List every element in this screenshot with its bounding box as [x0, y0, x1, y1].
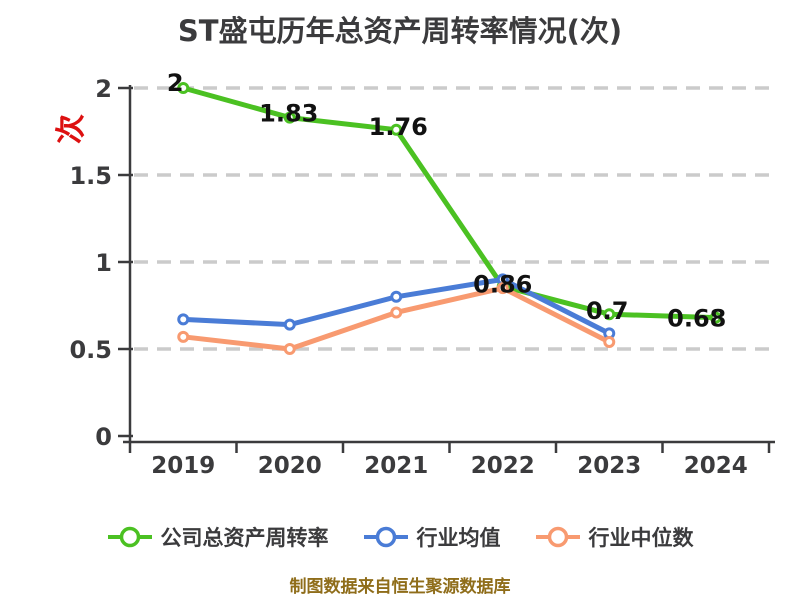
- data-point-marker-0: [709, 311, 722, 324]
- legend-label: 行业中位数: [588, 526, 694, 550]
- legend-marker-icon: [535, 526, 580, 548]
- data-point-label: 0.68: [667, 305, 726, 333]
- x-axis-tick-label: 2020: [258, 453, 322, 479]
- legend-label: 公司总资产周转率: [160, 526, 329, 550]
- legend: 公司总资产周转率 行业均值 行业中位数: [0, 520, 800, 554]
- legend-label: 行业均值: [416, 526, 501, 550]
- data-point-marker-2: [603, 336, 616, 349]
- legend-item-2: 行业中位数: [535, 522, 694, 552]
- data-point-label: 2: [167, 69, 184, 97]
- data-point-marker-2: [496, 282, 509, 295]
- data-point-label: 1.83: [259, 100, 318, 128]
- data-point-label: 0.7: [586, 297, 629, 325]
- data-point-label: 0.86: [473, 270, 532, 298]
- series-line-0: [180, 85, 719, 321]
- legend-item-0: 公司总资产周转率: [107, 522, 329, 552]
- data-point-marker-0: [603, 308, 616, 321]
- data-point-marker-1: [390, 290, 403, 303]
- legend-marker-icon: [363, 526, 408, 548]
- chart-title: ST盛屯历年总资产周转率情况(次): [177, 14, 623, 48]
- data-point-marker-0: [390, 123, 403, 136]
- y-axis-tick-label: 1: [95, 249, 112, 277]
- data-point-marker-1: [177, 313, 190, 326]
- data-point-marker-2: [390, 306, 403, 319]
- data-point-marker-0: [283, 111, 296, 124]
- data-point-marker-2: [283, 343, 296, 355]
- x-axis-tick-label: 2022: [471, 453, 535, 479]
- x-axis-tick-label: 2019: [151, 453, 215, 479]
- caption: 制图数据来自恒生聚源数据库: [289, 577, 511, 597]
- data-point-marker-0: [177, 82, 190, 94]
- data-point-marker-2: [177, 330, 190, 343]
- y-axis-tick-label: 0.5: [69, 336, 112, 364]
- y-axis-tick-label: 0: [95, 423, 112, 451]
- data-point-label: 1.76: [369, 113, 428, 141]
- x-axis-tick-label: 2021: [364, 453, 428, 479]
- series-line-1: [180, 276, 612, 336]
- legend-item-1: 行业均值: [363, 522, 501, 552]
- y-axis-tick-label: 2: [95, 75, 112, 103]
- x-axis-tick-label: 2024: [684, 453, 748, 479]
- data-point-marker-1: [283, 318, 296, 331]
- y-axis-tick-label: 1.5: [69, 162, 112, 190]
- x-axis-tick-label: 2023: [577, 453, 641, 479]
- legend-marker-icon: [107, 526, 152, 548]
